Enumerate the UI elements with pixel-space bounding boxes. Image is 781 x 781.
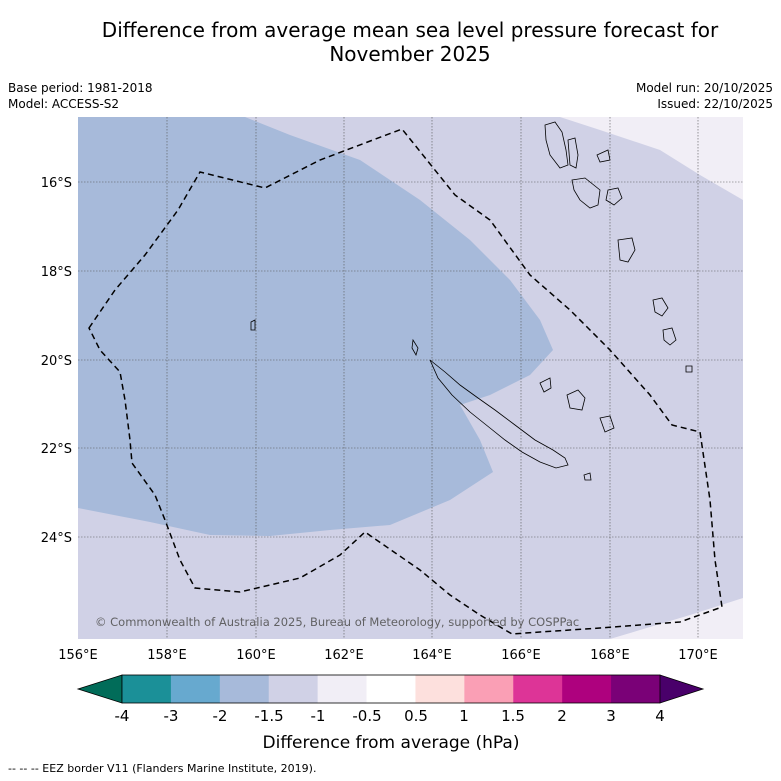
base-period: Base period: 1981-2018 (8, 81, 153, 95)
cb-tick-3: -1.5 (254, 707, 283, 725)
aneityum-island (685, 365, 693, 373)
lon-label-168e: 168°E (590, 648, 630, 663)
colorbar-label: Difference from average (hPa) (263, 733, 520, 753)
cb-tick-2: -2 (213, 707, 228, 725)
belep-islands (411, 338, 419, 357)
colorbar-segment-1 (170, 675, 221, 703)
meta-right: Model run: 20/10/2025 Issued: 22/10/2025 (636, 80, 773, 112)
colorbar-segment-8 (513, 675, 563, 703)
chesterfield-reef (250, 319, 256, 331)
lon-label-156e: 156°E (58, 648, 98, 663)
colorbar-segment-5 (366, 675, 416, 703)
cb-tick-4: -1 (311, 707, 326, 725)
cb-tick-0: -4 (115, 707, 130, 725)
colorbar-low-extend (76, 674, 123, 704)
tanna-island (662, 327, 677, 346)
shade-minus-1-southeast (610, 598, 743, 639)
lon-labels: 156°E 158°E 160°E 162°E 164°E 166°E 168°… (58, 648, 718, 663)
eez-border (88, 128, 723, 635)
lat-labels: 16°S 18°S 20°S 22°S 24°S (41, 176, 72, 546)
efate-island (617, 237, 636, 263)
meta-left: Base period: 1981-2018 Model: ACCESS-S2 (8, 80, 153, 112)
lifou-island (566, 389, 586, 411)
lon-label-166e: 166°E (501, 648, 541, 663)
colorbar-segment-10 (611, 675, 661, 703)
mare-island (599, 415, 615, 433)
chart-title: Difference from average mean sea level p… (60, 18, 760, 66)
cb-tick-5: -0.5 (352, 707, 381, 725)
colorbar-segment-7 (464, 675, 514, 703)
lon-label-162e: 162°E (324, 648, 364, 663)
colorbar-segment-4 (317, 675, 368, 703)
colorbar-segment-3 (268, 675, 319, 703)
colorbar-segment-9 (562, 675, 612, 703)
epi-island (605, 187, 623, 206)
cb-tick-7: 1 (459, 707, 469, 725)
espiritu-santo (544, 121, 569, 169)
erromango-island (652, 297, 669, 317)
lat-label-22s: 22°S (41, 442, 72, 457)
cb-tick-11: 4 (655, 707, 665, 725)
model-run: Model run: 20/10/2025 (635, 81, 773, 95)
lat-label-24s: 24°S (41, 531, 72, 546)
ambae-island (596, 149, 611, 163)
coastlines (250, 121, 693, 481)
cb-tick-10: 3 (606, 707, 616, 725)
ouvea-island (539, 377, 552, 393)
isle-of-pines (583, 472, 592, 481)
cb-tick-9: 2 (557, 707, 567, 725)
cb-tick-1: -3 (164, 707, 179, 725)
model-name: Model: ACCESS-S2 (8, 97, 120, 111)
malakula-island (571, 177, 601, 209)
lon-label-170e: 170°E (678, 648, 718, 663)
colorbar-frame (121, 674, 661, 704)
shade-minus-1-northeast (560, 117, 743, 200)
colorbar-ticks: -4 -3 -2 -1.5 -1 -0.5 0.5 1 1.5 2 3 4 (115, 707, 665, 725)
lat-label-16s: 16°S (41, 176, 72, 191)
graticule (78, 117, 743, 639)
eez-legend: -- -- -- EEZ border V11 (Flanders Marine… (8, 762, 317, 775)
issued-date: Issued: 22/10/2025 (657, 97, 773, 111)
lat-label-20s: 20°S (41, 354, 72, 369)
new-caledonia (429, 359, 569, 469)
copyright-text: © Commonwealth of Australia 2025, Bureau… (95, 615, 579, 629)
title-line-2: November 2025 (329, 42, 491, 66)
lon-label-158e: 158°E (147, 648, 187, 663)
lon-label-160e: 160°E (236, 648, 276, 663)
lon-label-164e: 164°E (412, 648, 452, 663)
lat-label-18s: 18°S (41, 265, 72, 280)
colorbar-high-extend (659, 674, 705, 704)
malo-island (567, 137, 579, 169)
colorbar-segment-2 (219, 675, 270, 703)
shade-minus-2 (78, 117, 553, 536)
cb-tick-8: 1.5 (501, 707, 525, 725)
colorbar-segment-6 (415, 675, 465, 703)
map-area: © Commonwealth of Australia 2025, Bureau… (78, 117, 743, 639)
cb-tick-6: 0.5 (404, 707, 428, 725)
colorbar: -4 -3 -2 -1.5 -1 -0.5 0.5 1 1.5 2 3 4 Di… (76, 674, 705, 753)
title-line-1: Difference from average mean sea level p… (101, 18, 719, 42)
colorbar-segment-0 (122, 675, 172, 703)
colorbar-segments (122, 675, 661, 703)
